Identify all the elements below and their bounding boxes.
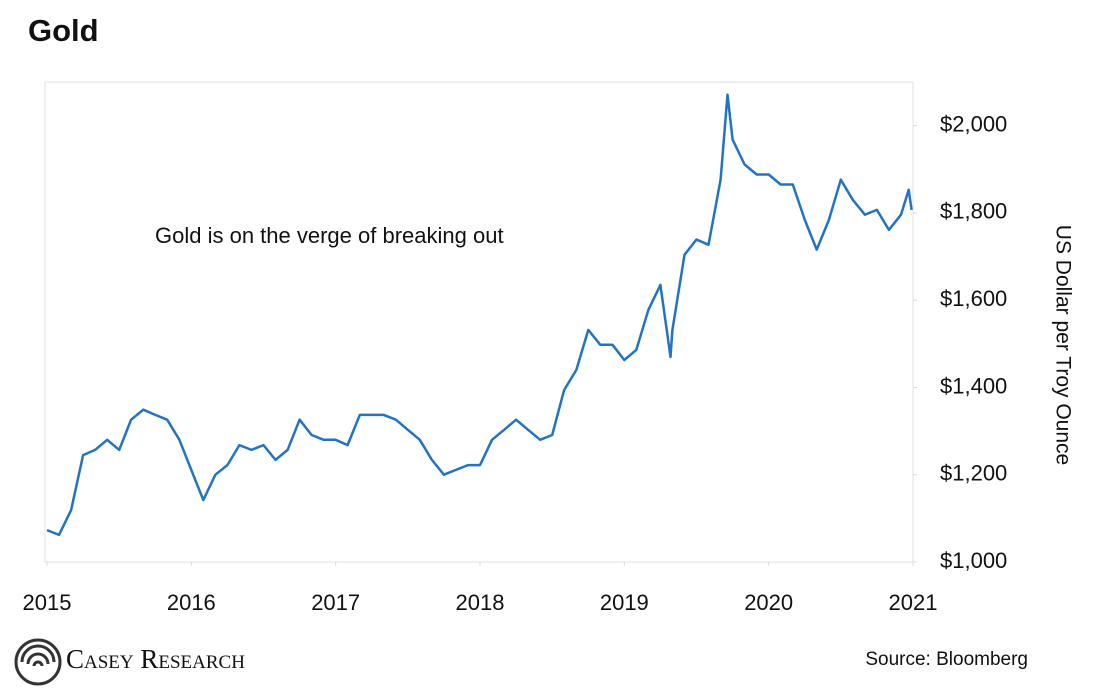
plot-frame: [44, 81, 914, 563]
x-tick-label: 2020: [744, 590, 793, 615]
y-tick-label: $2,000: [940, 111, 1007, 136]
y-axis-label: US Dollar per Troy Ounce: [1051, 225, 1074, 465]
annotation: Gold is on the verge of breaking out: [155, 223, 504, 248]
x-tick-label: 2015: [23, 590, 72, 615]
x-tick-label: 2021: [889, 590, 938, 615]
y-tick-label: $1,800: [940, 199, 1007, 224]
source: Source: Bloomberg: [865, 649, 1028, 670]
brand-name: Casey Research: [66, 644, 245, 674]
x-tick-label: 2017: [311, 590, 360, 615]
y-tick-label: $1,000: [940, 548, 1007, 573]
y-tick-label: $1,400: [940, 373, 1007, 398]
x-tick-label: 2018: [456, 590, 505, 615]
price-line: [46, 93, 913, 537]
y-tick-label: $1,600: [940, 286, 1007, 311]
brand-logo: [14, 638, 62, 686]
chart-title: Gold: [28, 13, 99, 48]
y-tick-label: $1,200: [940, 461, 1007, 486]
x-tick-label: 2019: [600, 590, 649, 615]
x-tick-label: 2016: [167, 590, 216, 615]
